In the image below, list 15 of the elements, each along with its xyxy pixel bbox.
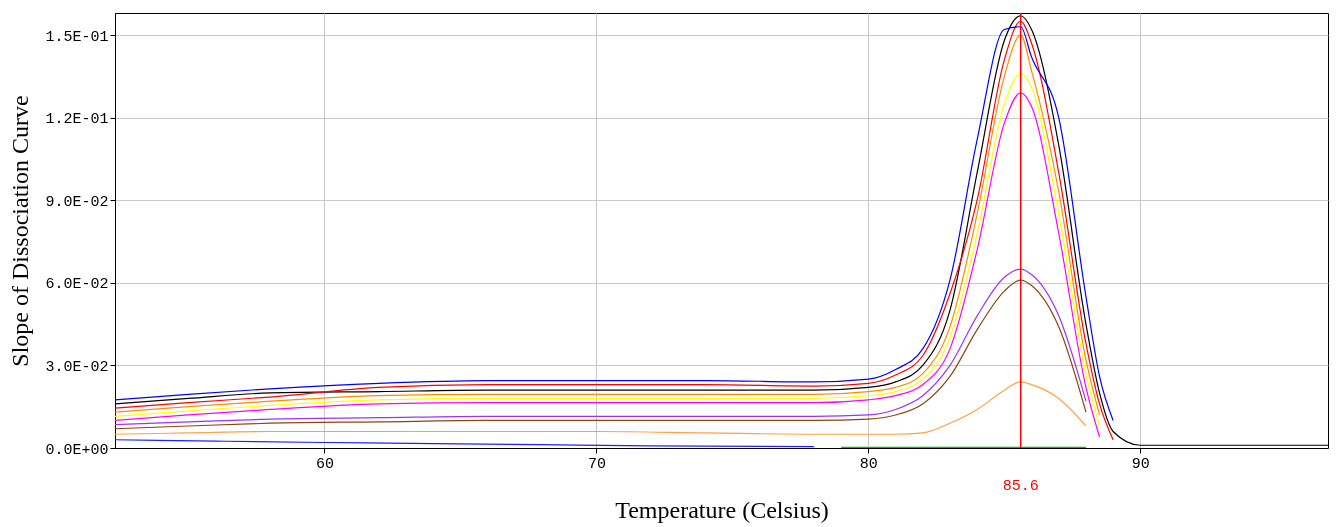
y-tick-label: 3.0E-02 xyxy=(45,358,109,376)
y-tick-label: 1.5E-01 xyxy=(45,28,109,46)
y-axis-title: Slope of Dissociation Curve xyxy=(7,95,34,367)
x-axis-title: Temperature (Celsius) xyxy=(615,496,829,523)
x-tick-label: 60 xyxy=(315,455,334,473)
x-tick-label: 90 xyxy=(1131,455,1150,473)
line-series xyxy=(115,439,815,448)
x-tick-label: 70 xyxy=(587,455,606,473)
y-tick-label: 0.0E+00 xyxy=(45,441,109,459)
line-series xyxy=(115,381,1087,435)
ref-line-label: 85.6 xyxy=(1002,478,1039,495)
y-tick-label: 9.0E-02 xyxy=(45,193,109,211)
x-tick-label: 80 xyxy=(859,455,878,473)
y-tick-label: 1.2E-01 xyxy=(45,111,109,129)
y-tick-label: 6.0E-02 xyxy=(45,276,109,294)
